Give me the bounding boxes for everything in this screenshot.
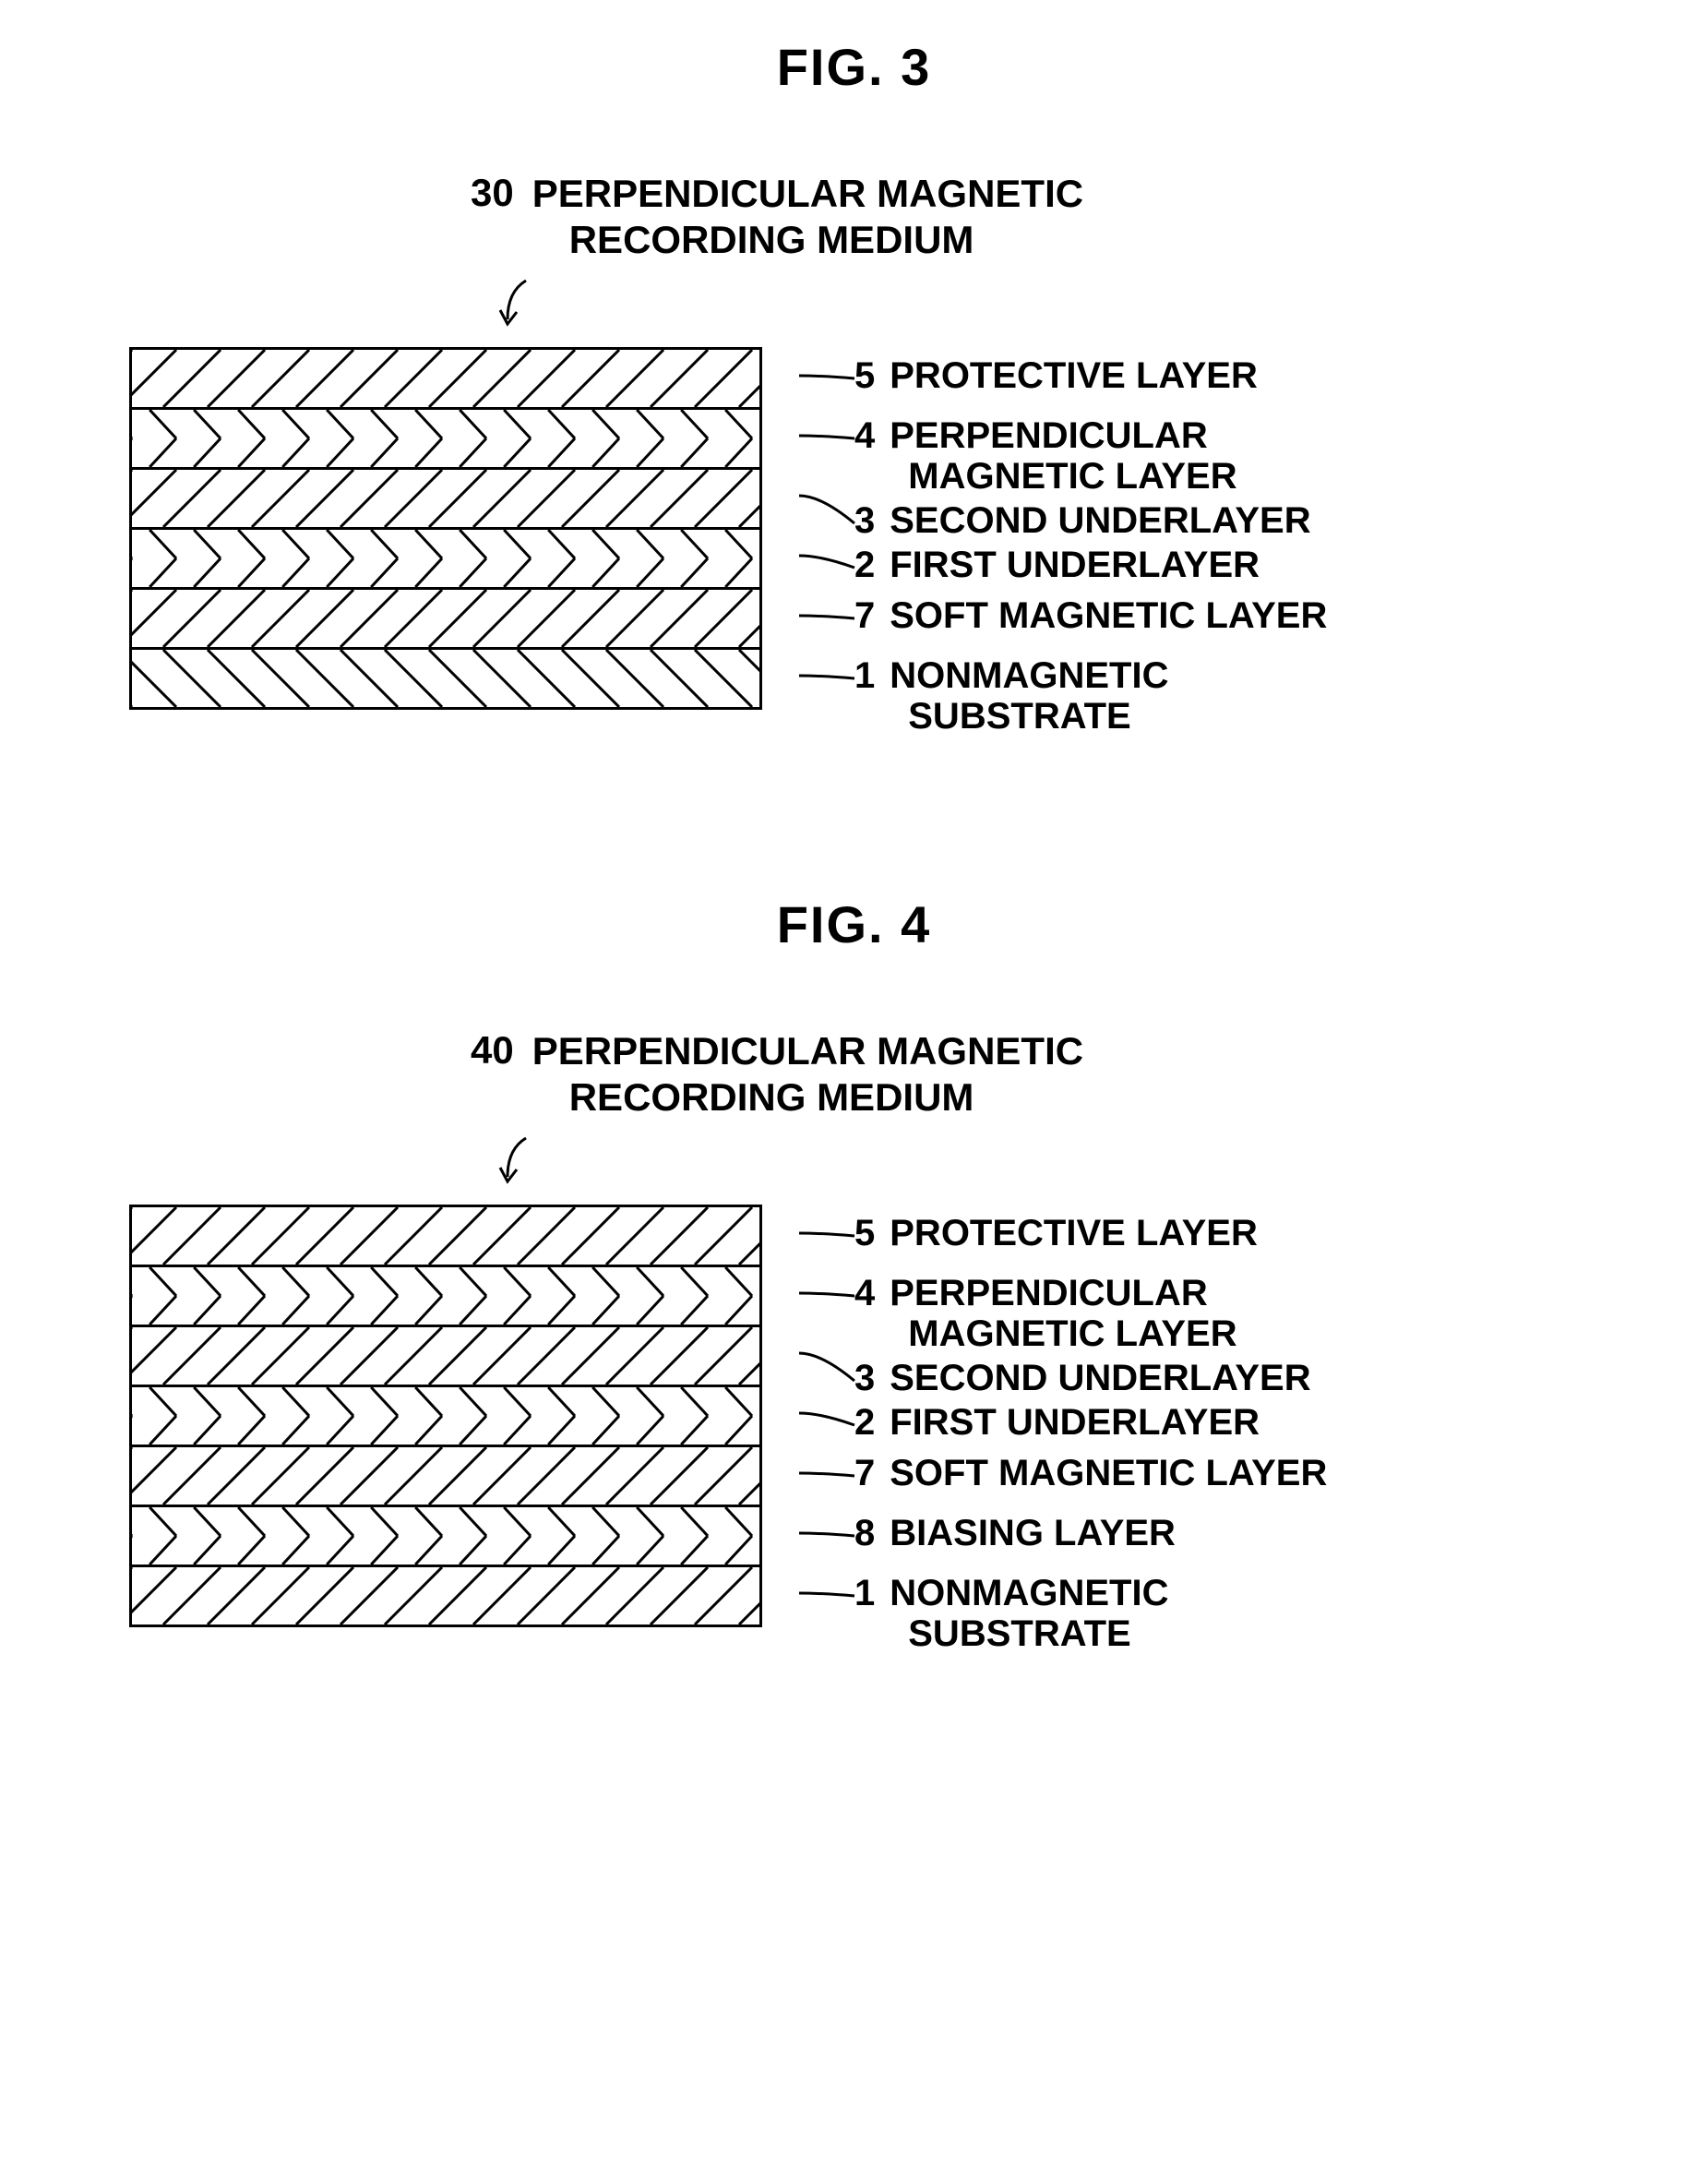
layer <box>132 647 759 707</box>
leader-line-icon <box>799 655 854 706</box>
figure-title: FIG. 3 <box>37 37 1671 97</box>
leader-line-icon <box>799 1402 854 1453</box>
layer-labels: 5 PROTECTIVE LAYER 4 PERPENDICULARMAGNETIC… <box>799 347 1630 690</box>
layer-name-l1: PERPENDICULAR <box>890 415 1207 456</box>
layer-label-row: 4 PERPENDICULARMAGNETIC LAYER <box>799 415 1237 497</box>
layer-label-row: 4 PERPENDICULARMAGNETIC LAYER <box>799 1273 1237 1354</box>
figure-caption-l2: RECORDING MEDIUM <box>569 1075 974 1119</box>
layer-name-l2: MAGNETIC LAYER <box>908 1313 1236 1354</box>
layer-number: 3 <box>854 1358 875 1399</box>
leader-line-icon <box>799 1358 854 1409</box>
layer-number: 1 <box>854 655 875 697</box>
leader-line-icon <box>799 500 854 551</box>
layer-number: 7 <box>854 1453 875 1494</box>
layer-label-row: 7 SOFT MAGNETIC LAYER <box>799 1453 1327 1504</box>
layer-label-row: 8 BIASING LAYER <box>799 1513 1176 1564</box>
leader-line-icon <box>799 595 854 646</box>
layer-number: 8 <box>854 1513 875 1554</box>
layer-label-row: 5 PROTECTIVE LAYER <box>799 1213 1258 1264</box>
layer-name: NONMAGNETICSUBSTRATE <box>890 1573 1168 1654</box>
layer-stack <box>129 347 762 710</box>
leader-line-icon <box>799 355 854 406</box>
layer-name: NONMAGNETICSUBSTRATE <box>890 655 1168 737</box>
layer-name: SOFT MAGNETIC LAYER <box>890 1453 1327 1493</box>
figure-number: 40 <box>471 1028 514 1073</box>
figure-caption-l1: PERPENDICULAR MAGNETIC <box>532 1029 1083 1073</box>
layer-label-row: 5 PROTECTIVE LAYER <box>799 355 1258 406</box>
figure-header: 40 PERPENDICULAR MAGNETIC RECORDING MEDI… <box>471 1028 1671 1121</box>
figure-caption: PERPENDICULAR MAGNETIC RECORDING MEDIUM <box>532 1028 1083 1121</box>
layer-label-row: 2 FIRST UNDERLAYER <box>799 545 1260 595</box>
leader-line-icon <box>799 1273 854 1324</box>
layer-name-l2: SUBSTRATE <box>908 696 1130 737</box>
figure-caption-l1: PERPENDICULAR MAGNETIC <box>532 172 1083 215</box>
leader-line-icon <box>799 415 854 466</box>
layer-labels: 5 PROTECTIVE LAYER 4 PERPENDICULARMAGNETIC… <box>799 1205 1630 1605</box>
layer-name-l2: MAGNETIC LAYER <box>908 456 1236 497</box>
layer-number: 4 <box>854 415 875 457</box>
layer-name: SOFT MAGNETIC LAYER <box>890 595 1327 636</box>
figure-caption: PERPENDICULAR MAGNETIC RECORDING MEDIUM <box>532 171 1083 264</box>
layer-label-row: 3 SECOND UNDERLAYER <box>799 1358 1311 1409</box>
layer-label-row: 7 SOFT MAGNETIC LAYER <box>799 595 1327 646</box>
layer-name: PROTECTIVE LAYER <box>890 355 1258 396</box>
layer-number: 1 <box>854 1573 875 1614</box>
figure-4: FIG. 4 40 PERPENDICULAR MAGNETIC RECORDI… <box>37 894 1671 1627</box>
layer-name: PERPENDICULARMAGNETIC LAYER <box>890 1273 1236 1354</box>
layer-number: 3 <box>854 500 875 542</box>
pointer-arrow-icon <box>489 1131 1671 1200</box>
layer-number: 4 <box>854 1273 875 1314</box>
pointer-arrow-icon <box>489 273 1671 342</box>
layer-name-l1: NONMAGNETIC <box>890 655 1168 696</box>
layer-number: 5 <box>854 355 875 397</box>
layer <box>132 407 759 467</box>
layer-name: FIRST UNDERLAYER <box>890 545 1260 585</box>
layer-name: BIASING LAYER <box>890 1513 1176 1553</box>
layer-name: SECOND UNDERLAYER <box>890 500 1310 541</box>
layer <box>132 1325 759 1385</box>
figure-caption-l2: RECORDING MEDIUM <box>569 218 974 261</box>
layer-name: SECOND UNDERLAYER <box>890 1358 1310 1398</box>
layer-stack <box>129 1205 762 1627</box>
layer <box>132 1207 759 1265</box>
layer-number: 5 <box>854 1213 875 1254</box>
figure-number: 30 <box>471 171 514 215</box>
layer-name: FIRST UNDERLAYER <box>890 1402 1260 1443</box>
figure-content: 5 PROTECTIVE LAYER 4 PERPENDICULARMAGNETIC… <box>37 1205 1671 1627</box>
figure-content: 5 PROTECTIVE LAYER 4 PERPENDICULARMAGNETIC… <box>37 347 1671 710</box>
layer-number: 2 <box>854 1402 875 1444</box>
layer <box>132 527 759 587</box>
layer-label-row: 1 NONMAGNETICSUBSTRATE <box>799 655 1168 737</box>
layer-name: PERPENDICULARMAGNETIC LAYER <box>890 415 1236 497</box>
leader-line-icon <box>799 1213 854 1264</box>
layer-name-l1: NONMAGNETIC <box>890 1573 1168 1613</box>
layer <box>132 1505 759 1565</box>
layer-name: PROTECTIVE LAYER <box>890 1213 1258 1253</box>
layer <box>132 350 759 407</box>
layer-label-row: 2 FIRST UNDERLAYER <box>799 1402 1260 1453</box>
figure-title: FIG. 4 <box>37 894 1671 954</box>
layer-name-l2: SUBSTRATE <box>908 1613 1130 1654</box>
layer <box>132 1385 759 1445</box>
leader-line-icon <box>799 1453 854 1504</box>
layer-label-row: 3 SECOND UNDERLAYER <box>799 500 1311 551</box>
leader-line-icon <box>799 1513 854 1564</box>
leader-line-icon <box>799 545 854 595</box>
layer-label-row: 1 NONMAGNETICSUBSTRATE <box>799 1573 1168 1654</box>
layer <box>132 1565 759 1624</box>
layer-name-l1: PERPENDICULAR <box>890 1273 1207 1313</box>
leader-line-icon <box>799 1573 854 1624</box>
layer <box>132 1265 759 1325</box>
figure-3: FIG. 3 30 PERPENDICULAR MAGNETIC RECORDI… <box>37 37 1671 710</box>
layer <box>132 1445 759 1505</box>
layer <box>132 587 759 647</box>
layer-number: 2 <box>854 545 875 586</box>
layer <box>132 467 759 527</box>
figure-header: 30 PERPENDICULAR MAGNETIC RECORDING MEDI… <box>471 171 1671 264</box>
layer-number: 7 <box>854 595 875 637</box>
